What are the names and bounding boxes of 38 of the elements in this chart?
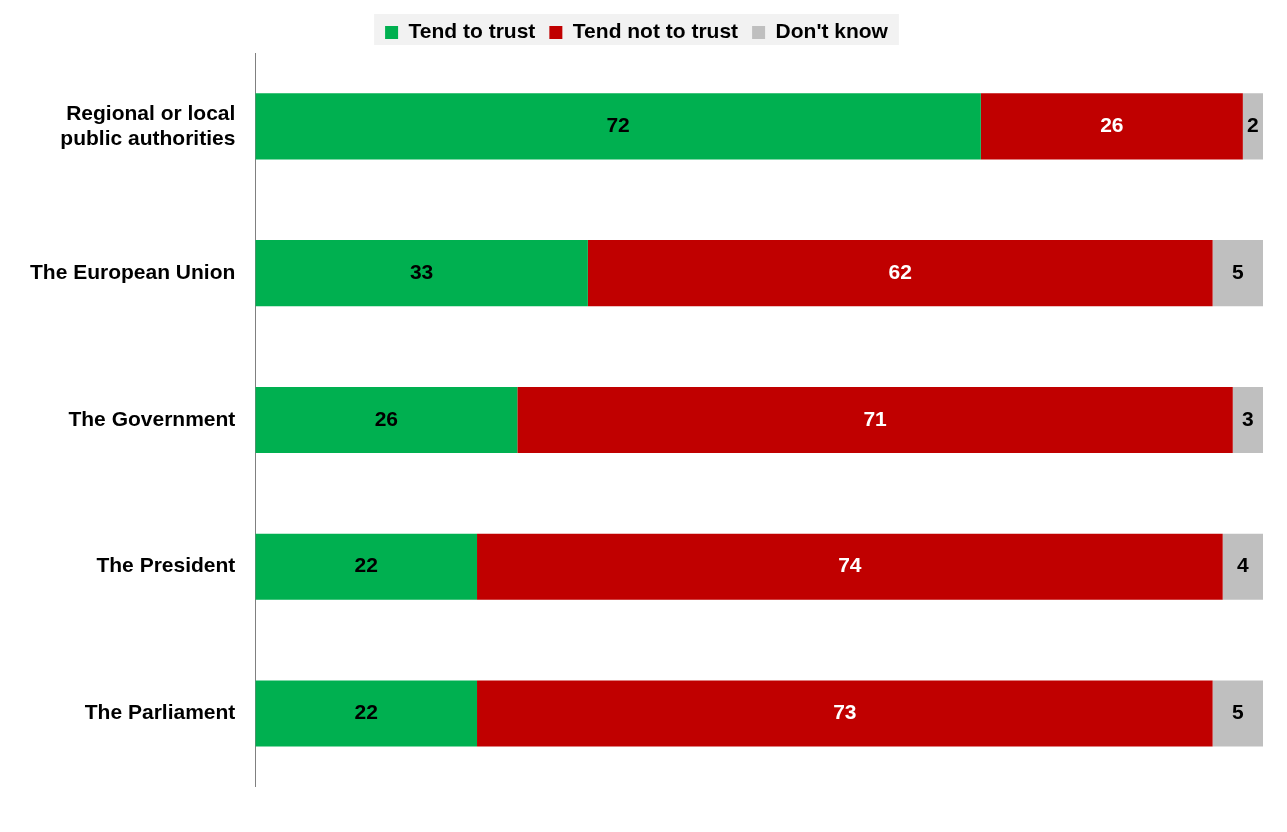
legend-label: Don't know [775,19,889,43]
y-tick-label: Regional or local public authorities [60,100,236,149]
data-label: 22 [354,553,378,577]
bar [255,680,478,747]
bar [477,680,1213,747]
data-label: 26 [374,406,399,430]
bar [1222,533,1263,600]
data-label: 33 [409,259,434,283]
data-label: 22 [354,700,378,724]
data-label: 62 [888,259,912,283]
bar [980,93,1243,160]
data-label: 26 [1100,113,1124,137]
data-label: 2 [1247,113,1259,137]
data-label: 4 [1237,553,1249,577]
data-label: 73 [833,700,857,724]
data-label: 71 [863,406,888,430]
data-label: 5 [1231,700,1244,724]
bar [587,240,1213,307]
bar [1232,386,1263,453]
data-label: 74 [838,553,862,577]
bar [255,93,981,160]
y-tick-label: The Parliament [84,700,236,724]
bar [1212,240,1263,307]
legend-label: Tend to trust [408,19,536,43]
bar [477,533,1223,600]
y-tick-label: The European Union [29,259,236,283]
bar [1242,93,1263,160]
bar [1212,680,1263,747]
data-label: 3 [1242,406,1254,430]
legend-label: Tend not to trust [572,19,739,43]
bar [517,386,1233,453]
bar [255,386,518,453]
y-tick-label: The President [96,553,236,577]
bar [255,533,478,600]
y-tick-label: The Government [68,406,236,430]
bar [255,240,588,307]
data-label: 5 [1231,259,1244,283]
data-label: 72 [606,113,630,137]
